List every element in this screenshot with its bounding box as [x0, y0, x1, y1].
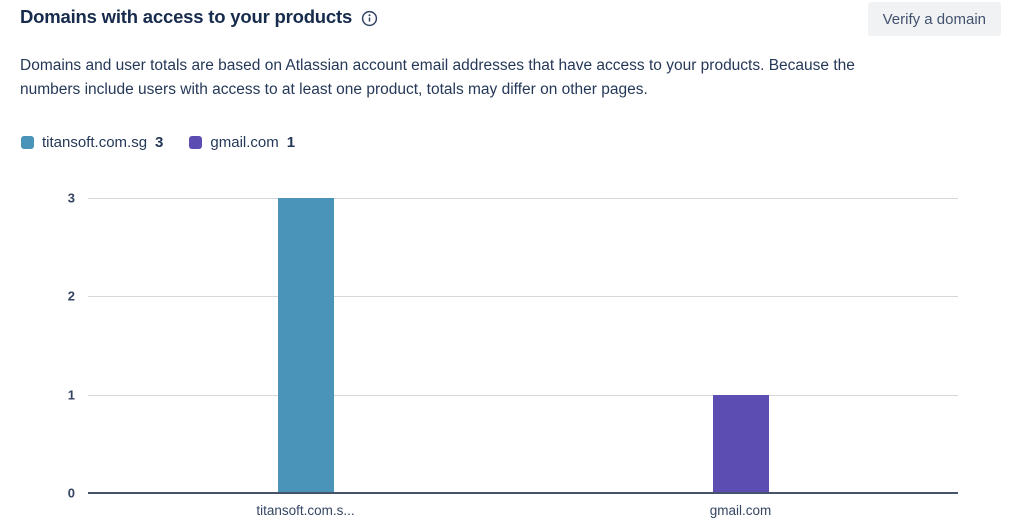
- plot-area: 0 1 2 3 titansoft.com.s... gmail.com: [68, 192, 958, 518]
- y-axis-tick-label: 2: [67, 288, 75, 304]
- legend-count: 3: [155, 134, 164, 151]
- y-axis-tick-label: 1: [67, 387, 75, 403]
- legend-item-gmail[interactable]: gmail.com 1: [189, 134, 295, 151]
- description: Domains and user totals are based on Atl…: [20, 54, 855, 102]
- legend-item-titansoft[interactable]: titansoft.com.sg 3: [21, 134, 163, 151]
- legend-swatch-purple: [189, 136, 203, 149]
- info-icon[interactable]: [361, 10, 378, 27]
- x-axis-label-gmail.com: gmail.com: [709, 503, 772, 518]
- legend-label: gmail.com: [210, 134, 279, 151]
- bar-titansoft.com.sg[interactable]: [277, 198, 334, 493]
- page-title: Domains with access to your products: [20, 6, 353, 27]
- gridline-y-2: [88, 296, 958, 298]
- y-axis-tick-label: 0: [67, 485, 75, 501]
- bar-gmail.com[interactable]: [712, 394, 769, 493]
- legend-count: 1: [286, 134, 296, 151]
- verify-domain-button[interactable]: Verify a domain: [867, 2, 1001, 36]
- gridline-y-3: [88, 198, 958, 199]
- x-axis-label-titansoft.com.sg: titansoft.com.s...: [256, 503, 355, 518]
- description-line-2: numbers include users with access to at …: [20, 81, 648, 98]
- y-axis-tick-label: 3: [67, 190, 75, 206]
- chart-legend: titansoft.com.sg 3 gmail.com 1: [21, 134, 295, 151]
- legend-label: titansoft.com.sg: [42, 134, 148, 151]
- gridline-y-1: [88, 394, 958, 396]
- x-axis-line: [88, 492, 958, 494]
- legend-swatch-teal: [21, 136, 34, 149]
- page-header: Domains with access to your products: [20, 6, 378, 28]
- description-line-1: Domains and user totals are based on Atl…: [20, 57, 855, 74]
